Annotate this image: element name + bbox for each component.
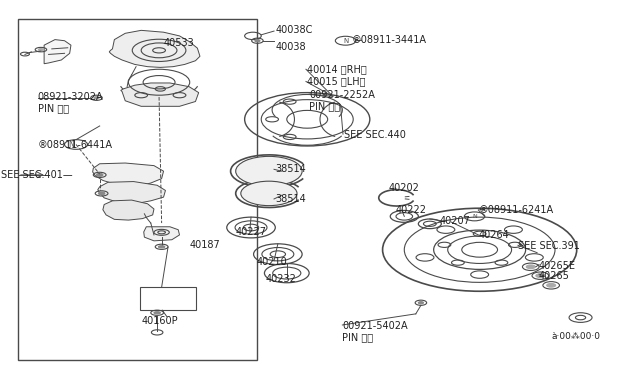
Bar <box>140 287 196 310</box>
Ellipse shape <box>154 312 161 314</box>
Text: 38514: 38514 <box>275 164 306 174</box>
Polygon shape <box>98 182 166 204</box>
Text: 40227: 40227 <box>235 227 266 237</box>
Polygon shape <box>121 83 198 106</box>
Ellipse shape <box>536 274 545 278</box>
Text: SEE SEC.440: SEE SEC.440 <box>344 130 406 140</box>
Text: 40038C: 40038C <box>275 25 313 35</box>
Polygon shape <box>109 31 200 67</box>
Ellipse shape <box>255 39 260 42</box>
Ellipse shape <box>94 97 99 99</box>
Text: 08921-3202A: 08921-3202A <box>38 92 103 102</box>
Text: 38514: 38514 <box>275 194 306 204</box>
Text: 40210: 40210 <box>256 257 287 267</box>
Text: 40265: 40265 <box>539 271 570 281</box>
Text: 40160P: 40160P <box>141 316 178 326</box>
Text: 40533: 40533 <box>164 38 195 48</box>
Text: ®08911-3441A: ®08911-3441A <box>352 35 427 45</box>
Text: ®08911-6241A: ®08911-6241A <box>478 205 554 215</box>
Text: 40187: 40187 <box>189 240 220 250</box>
Text: PIN ピン: PIN ピン <box>309 101 340 111</box>
Text: 40014 （RH）: 40014 （RH） <box>307 64 367 74</box>
Text: N: N <box>343 38 348 44</box>
Bar <box>18 19 257 360</box>
Text: 40232: 40232 <box>266 275 296 284</box>
Text: N: N <box>472 214 477 219</box>
Polygon shape <box>103 200 154 220</box>
Text: 40264: 40264 <box>478 230 509 240</box>
Text: 40207: 40207 <box>440 216 471 226</box>
Ellipse shape <box>38 48 44 51</box>
Text: à·00⁂00·0: à·00⁂00·0 <box>551 331 600 341</box>
Ellipse shape <box>547 283 556 287</box>
Text: 40038: 40038 <box>275 42 306 52</box>
Text: 00921-2252A: 00921-2252A <box>309 90 375 100</box>
Ellipse shape <box>97 173 103 176</box>
Text: ®08911-6441A: ®08911-6441A <box>38 140 113 150</box>
Text: PIN ピン: PIN ピン <box>342 332 374 342</box>
Text: 40015 （LH）: 40015 （LH） <box>307 77 365 86</box>
Text: 40222: 40222 <box>396 205 426 215</box>
Text: 40202: 40202 <box>389 183 420 193</box>
Text: 00921-5402A: 00921-5402A <box>342 321 408 331</box>
Ellipse shape <box>99 192 105 195</box>
Polygon shape <box>44 39 71 64</box>
Text: SEE SEC.401—: SEE SEC.401— <box>1 170 72 180</box>
Polygon shape <box>93 163 164 186</box>
Ellipse shape <box>526 265 535 269</box>
Ellipse shape <box>241 181 297 206</box>
Ellipse shape <box>159 246 165 248</box>
Text: SEE SEC.391: SEE SEC.391 <box>518 241 580 251</box>
Ellipse shape <box>419 302 424 304</box>
Ellipse shape <box>236 156 302 186</box>
Text: N: N <box>68 140 74 149</box>
Text: 40265E: 40265E <box>539 261 576 271</box>
Text: PIN ピン: PIN ピン <box>38 103 69 113</box>
Polygon shape <box>144 227 179 241</box>
